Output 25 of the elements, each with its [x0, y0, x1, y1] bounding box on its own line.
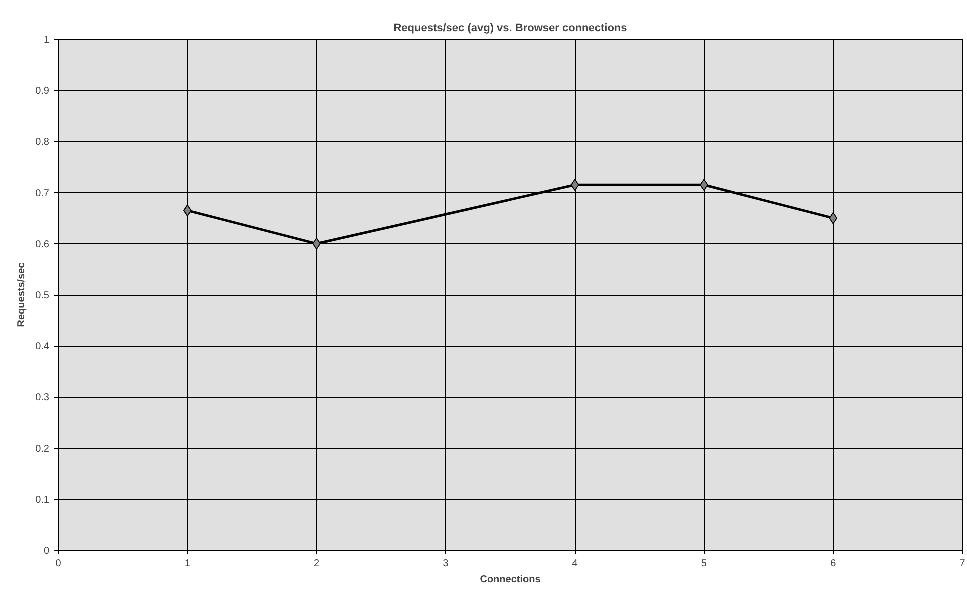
x-tick-label: 3: [443, 558, 450, 570]
y-tick-label: 0.4: [36, 342, 50, 353]
y-tick-label: 0.6: [36, 239, 50, 250]
y-tick-label: 0: [44, 546, 50, 557]
y-tick-label: 0.3: [36, 392, 50, 404]
point: [829, 212, 838, 224]
point: [183, 204, 192, 217]
x-tick-label: 1: [184, 558, 191, 570]
chart-title: Requests/sec (avg) vs. Browser connections: [394, 22, 628, 34]
y-tick-label: 0.5: [36, 290, 50, 302]
y-axis-title: Requests/sec: [16, 262, 28, 328]
x-tick-label: 0: [56, 558, 62, 570]
point: [570, 179, 580, 192]
x-tick-label: 4: [572, 558, 578, 570]
x-tick-label: 7: [960, 558, 966, 570]
x-tick-label: 2: [314, 558, 320, 570]
y-tick-label: 0.8: [36, 137, 50, 148]
y-tick-label: 1: [44, 35, 50, 46]
y-tick-label: 0.7: [36, 188, 50, 200]
y-tick-label: 0.1: [36, 494, 50, 506]
x-axis-title: Connections: [480, 574, 542, 586]
x-tick-label: 5: [701, 558, 708, 570]
y-tick-label: 0.2: [36, 444, 50, 455]
x-tick-label: 6: [830, 558, 837, 570]
y-tick-label: 0.9: [36, 86, 50, 98]
